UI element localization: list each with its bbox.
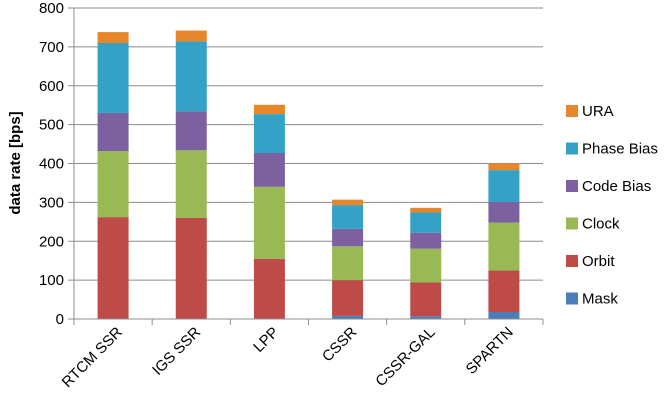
y-tick-label: 0 (56, 311, 64, 328)
legend-swatch (566, 292, 578, 305)
bar-segment-mask (488, 312, 520, 319)
bar-segment-code-bias (253, 153, 285, 187)
bar-segment-orbit (253, 258, 285, 319)
bar-segment-ura (410, 207, 442, 213)
bar-segment-orbit (488, 270, 520, 313)
bar-segment-phase-bias (253, 114, 285, 154)
y-tick-label: 600 (39, 78, 64, 95)
bar-segment-orbit (410, 282, 442, 317)
x-category-label: IGS SSR (149, 324, 204, 379)
legend-swatch (566, 217, 578, 230)
bar-segment-ura (253, 104, 285, 115)
y-tick-label: 400 (39, 156, 64, 173)
legend-label: Clock (582, 216, 620, 233)
x-category-label: LPP (250, 324, 282, 356)
x-category-label: CSSR-GAL (372, 324, 438, 390)
bar-segment-orbit (332, 280, 364, 316)
bar-segment-clock (410, 248, 442, 283)
bar-segment-phase-bias (175, 41, 207, 112)
y-tick-label: 700 (39, 39, 64, 56)
x-category-label: SPARTN (463, 324, 517, 378)
y-tick-label: 300 (39, 194, 64, 211)
legend-label: Phase Bias (582, 141, 658, 158)
legend-label: Orbit (582, 253, 615, 270)
legend-label: Mask (582, 291, 618, 308)
bar-segment-ura (332, 199, 364, 206)
legend-swatch (566, 142, 578, 155)
bar-segment-code-bias (175, 111, 207, 151)
bar-segment-phase-bias (488, 170, 520, 202)
bar-segment-ura (175, 30, 207, 42)
bar-segment-clock (488, 222, 520, 271)
legend-label: Code Bias (582, 178, 651, 195)
bar-segment-ura (97, 32, 129, 43)
legend-swatch (566, 180, 578, 192)
x-category-label: RTCM SSR (59, 324, 126, 391)
y-tick-label: 500 (39, 117, 64, 134)
bar-segment-code-bias (488, 201, 520, 223)
x-axis-category-labels: RTCM SSR IGS SSR LPP CSSR CSSR-GAL SPARTN (59, 324, 517, 391)
bars (97, 30, 520, 319)
gridlines (68, 7, 543, 320)
x-category-label: CSSR (319, 324, 361, 366)
bar-segment-mask (332, 315, 364, 319)
legend-swatch (566, 105, 578, 117)
bar-segment-code-bias (410, 232, 442, 249)
bar-segment-code-bias (332, 228, 364, 247)
bar-segment-clock (97, 151, 129, 218)
y-axis-tick-labels: 0 100 200 300 400 500 600 700 800 (39, 0, 64, 328)
bar-segment-phase-bias (332, 205, 364, 229)
y-tick-label: 100 (39, 272, 64, 289)
axes (73, 8, 544, 325)
bar-segment-clock (253, 186, 285, 259)
legend: URA Phase Bias Code Bias Clock Orbit Mask (566, 103, 658, 308)
bar-segment-phase-bias (97, 42, 129, 113)
bar-segment-mask (410, 316, 442, 319)
bar-segment-orbit (175, 217, 207, 319)
bar-segment-code-bias (97, 112, 129, 152)
y-tick-label: 200 (39, 233, 64, 250)
y-axis-title: data rate [bps] (7, 111, 24, 214)
bar-segment-phase-bias (410, 212, 442, 233)
bar-segment-ura (488, 163, 520, 171)
bar-segment-clock (175, 150, 207, 218)
legend-swatch (566, 255, 578, 267)
bar-segment-orbit (97, 217, 129, 319)
y-tick-label: 800 (39, 0, 64, 17)
legend-label: URA (582, 103, 614, 120)
bar-segment-clock (332, 246, 364, 281)
